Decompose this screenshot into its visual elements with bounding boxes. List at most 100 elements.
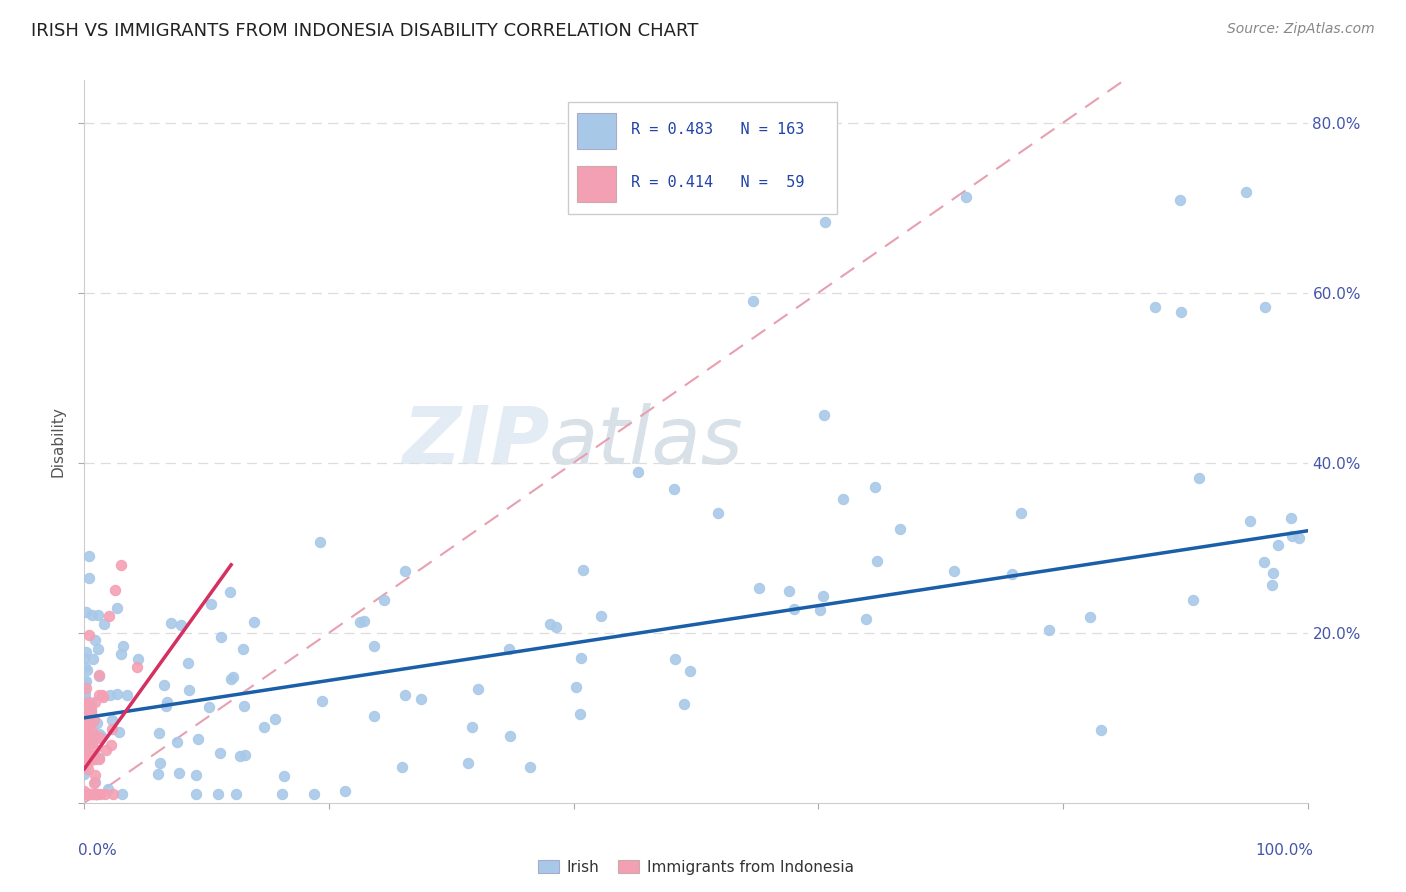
FancyBboxPatch shape — [578, 166, 616, 202]
Point — [73, 714, 96, 729]
Point — [177, 656, 200, 670]
Point — [83, 695, 105, 709]
Point — [200, 597, 222, 611]
Point — [80, 724, 103, 739]
Point — [86, 787, 108, 801]
Point — [855, 612, 877, 626]
Point — [80, 737, 103, 751]
Point — [75, 710, 97, 724]
Point — [77, 708, 100, 723]
Point — [111, 639, 134, 653]
Point — [394, 688, 416, 702]
Point — [73, 650, 96, 665]
Point — [76, 663, 98, 677]
Point — [83, 713, 105, 727]
Point — [89, 688, 111, 702]
Point — [105, 601, 128, 615]
Point — [373, 593, 395, 607]
Point — [89, 669, 111, 683]
Text: Source: ZipAtlas.com: Source: ZipAtlas.com — [1227, 22, 1375, 37]
Point — [159, 615, 181, 630]
Point — [166, 734, 188, 748]
Point — [75, 706, 97, 720]
Point — [73, 736, 96, 750]
Point — [89, 731, 111, 745]
Point — [1253, 555, 1275, 569]
Point — [83, 776, 105, 790]
Point — [84, 752, 107, 766]
Point — [411, 692, 433, 706]
Point — [90, 730, 112, 744]
Point — [86, 787, 108, 801]
Point — [233, 747, 256, 762]
Point — [93, 617, 115, 632]
Point — [467, 681, 489, 696]
Point — [100, 738, 122, 752]
Point — [82, 787, 104, 801]
Text: R = 0.414   N =  59: R = 0.414 N = 59 — [631, 176, 804, 190]
Point — [89, 787, 111, 801]
Point — [943, 564, 966, 578]
Point — [80, 753, 103, 767]
Point — [461, 720, 484, 734]
Point — [311, 693, 333, 707]
Point — [73, 690, 96, 705]
Point — [87, 751, 110, 765]
Point — [110, 648, 132, 662]
Point — [76, 730, 98, 744]
Point — [156, 695, 179, 709]
Point — [866, 554, 889, 568]
Point — [187, 731, 209, 746]
Point — [167, 765, 190, 780]
Point — [169, 617, 191, 632]
Point — [98, 688, 121, 702]
Point — [76, 714, 98, 729]
Point — [73, 787, 96, 801]
Text: ZIP: ZIP — [402, 402, 550, 481]
Point — [91, 690, 114, 705]
Point — [80, 702, 103, 716]
Point — [742, 293, 765, 308]
Point — [1281, 529, 1303, 543]
Point — [225, 787, 247, 801]
Point — [108, 724, 131, 739]
Point — [73, 759, 96, 773]
Point — [79, 787, 101, 801]
Point — [955, 190, 977, 204]
Point — [77, 714, 100, 728]
Text: 100.0%: 100.0% — [1256, 843, 1313, 857]
Point — [148, 726, 170, 740]
Point — [87, 752, 110, 766]
Point — [662, 482, 685, 496]
Point — [1267, 538, 1289, 552]
Point — [309, 535, 332, 549]
Text: atlas: atlas — [550, 402, 744, 481]
Point — [75, 645, 97, 659]
Point — [1254, 301, 1277, 315]
Point — [184, 787, 207, 801]
Point — [232, 642, 254, 657]
Point — [96, 743, 118, 757]
Point — [73, 699, 96, 714]
Point — [1188, 471, 1211, 485]
Point — [229, 748, 252, 763]
Point — [77, 787, 100, 801]
Point — [73, 712, 96, 726]
Point — [1001, 567, 1024, 582]
Point — [101, 722, 124, 736]
Point — [84, 787, 107, 801]
Point — [77, 549, 100, 563]
Point — [778, 584, 800, 599]
Point — [86, 716, 108, 731]
Point — [813, 409, 835, 423]
Point — [76, 718, 98, 732]
Point — [73, 675, 96, 690]
Point — [86, 608, 108, 623]
Point — [1143, 301, 1166, 315]
Point — [748, 581, 770, 595]
Point — [79, 787, 101, 801]
Point — [263, 712, 285, 726]
Point — [73, 784, 96, 798]
Point — [73, 767, 96, 781]
Point — [627, 465, 650, 479]
